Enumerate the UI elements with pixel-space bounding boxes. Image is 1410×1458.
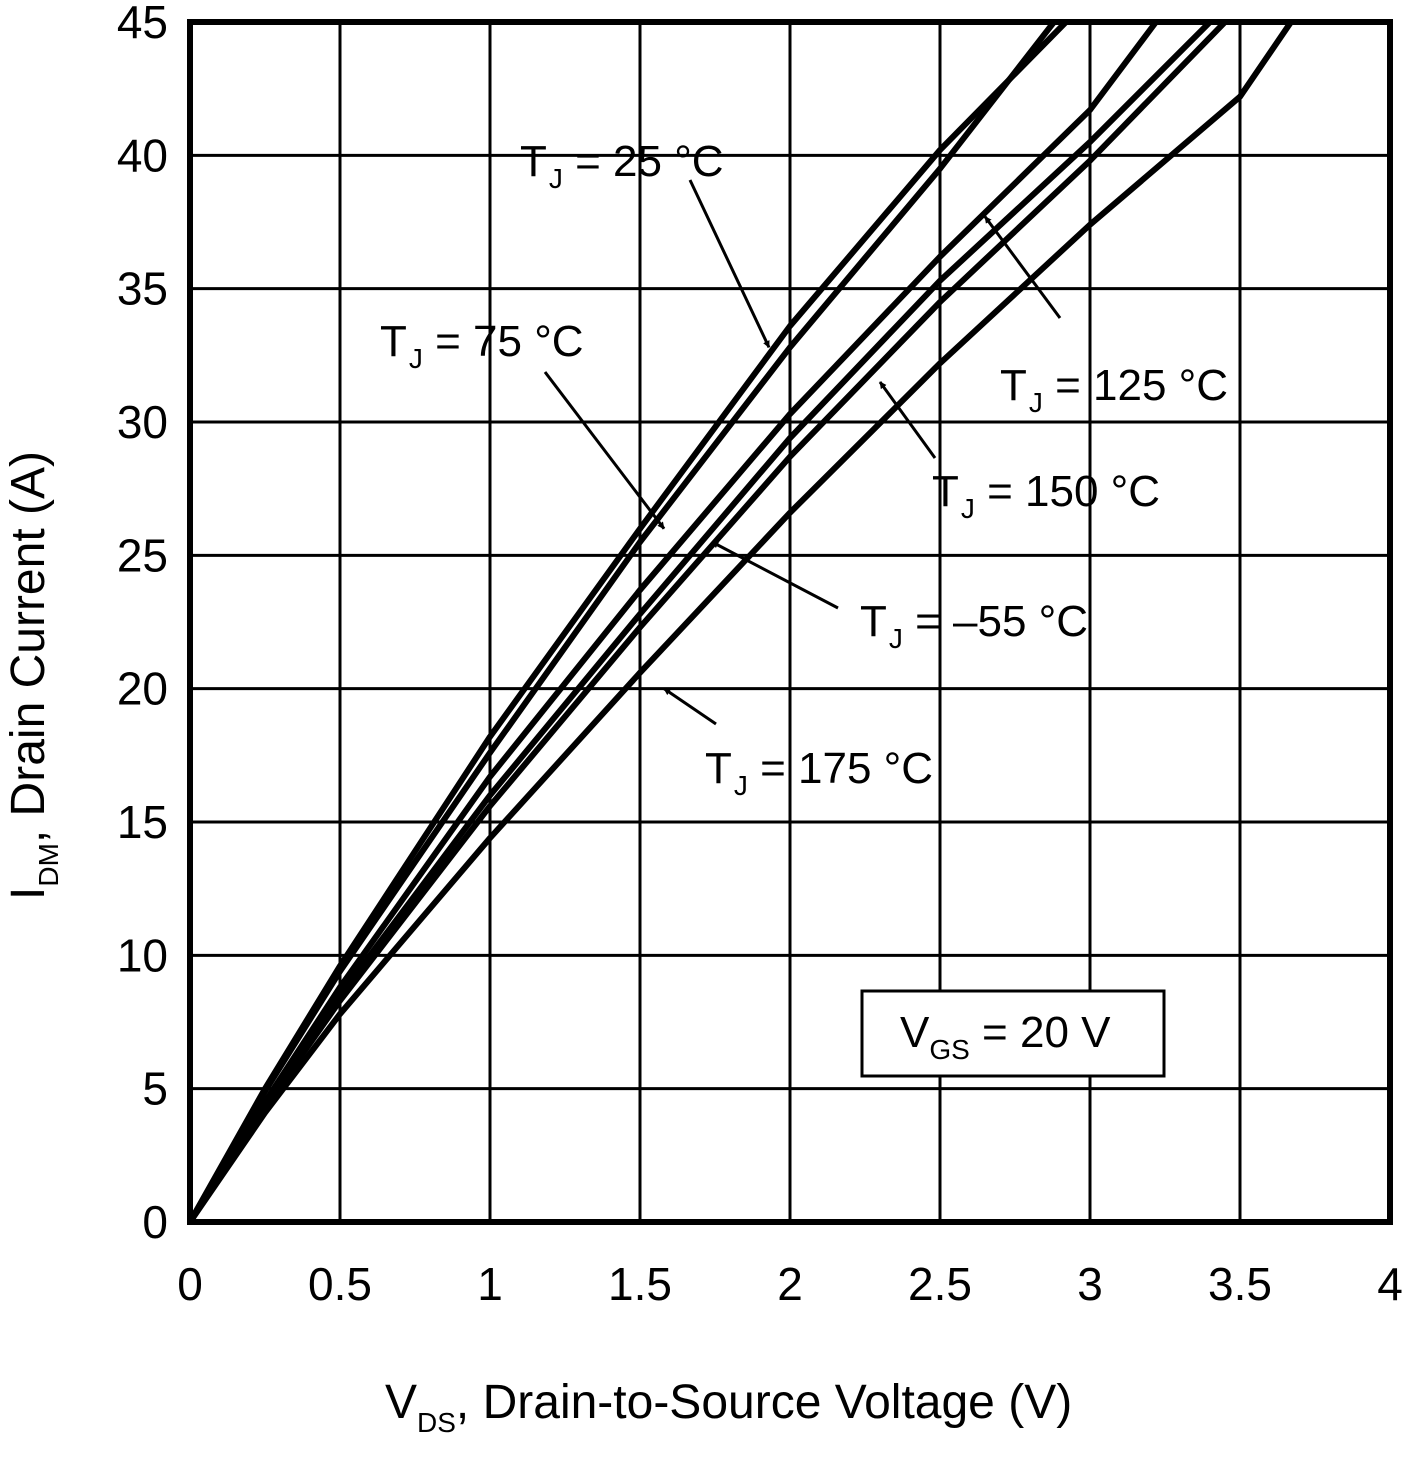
y-tick-label: 40 [117,129,168,181]
series-arrow-0 [688,179,771,348]
y-tick-label: 10 [117,929,168,981]
series-label-5: TJ = 175 °C [663,687,933,801]
svg-text:TJ = 150 °C: TJ = 150 °C [932,467,1160,524]
series-arrow-3 [983,215,1062,319]
y-tick-label: 35 [117,263,168,315]
condition-box: VGS = 20 V [860,989,1166,1078]
y-tick-labels: 0 5 10 15 20 25 30 35 40 45 [117,0,168,1248]
x-tick-label: 2.5 [908,1258,972,1310]
plot-frame [187,19,1393,1225]
series-line-1 [187,20,1057,1224]
series-label-4: TJ = 150 °C [878,381,1160,524]
svg-text:TJ = 125 °C: TJ = 125 °C [1000,361,1228,418]
y-tick-label: 25 [117,529,168,581]
svg-text:TJ = –55 °C: TJ = –55 °C [860,597,1088,654]
y-tick-label: 5 [142,1063,168,1115]
series-arrow-2 [711,540,839,610]
svg-text:TJ = 75 °C: TJ = 75 °C [380,317,584,374]
condition-label: VGS = 20 V [900,1008,1111,1065]
series-annotations: TJ = 25 °C TJ = 75 °C TJ = –55 °C TJ = 125 … [380,137,1228,801]
series-arrow-1 [543,371,666,530]
series-arrow-5 [663,687,717,726]
y-tick-label: 15 [117,796,168,848]
series-arrow-4 [878,381,937,459]
series-line-5 [187,20,1294,1224]
y-tick-label: 45 [117,0,168,48]
x-tick-label: 1 [477,1258,503,1310]
x-tick-label: 1.5 [608,1258,672,1310]
y-tick-label: 0 [142,1196,168,1248]
x-axis-title: VDS, Drain-to-Source Voltage (V) [385,1376,1072,1438]
series-label-2: TJ = –55 °C [711,540,1088,654]
series-curves [187,19,1294,1224]
svg-text:TJ = 175 °C: TJ = 175 °C [705,744,933,801]
x-tick-label: 4 [1377,1258,1403,1310]
series-label-3: TJ = 125 °C [983,215,1228,418]
x-tick-label: 2 [777,1258,803,1310]
y-tick-label: 30 [117,396,168,448]
y-tick-label: 20 [117,663,168,715]
x-tick-label: 0 [177,1258,203,1310]
series-label-1: TJ = 75 °C [380,317,666,530]
y-axis-title: IDM, Drain Current (A) [2,451,64,900]
series-label-0: TJ = 25 °C [520,137,771,348]
grid-lines [190,22,1390,1222]
svg-text:TJ = 25 °C: TJ = 25 °C [520,137,724,194]
series-line-4 [187,19,1228,1224]
x-tick-label: 0.5 [308,1258,372,1310]
x-tick-label: 3 [1077,1258,1103,1310]
x-tick-labels: 0 0.5 1 1.5 2 2.5 3 3.5 4 [177,1258,1403,1310]
x-tick-label: 3.5 [1208,1258,1272,1310]
